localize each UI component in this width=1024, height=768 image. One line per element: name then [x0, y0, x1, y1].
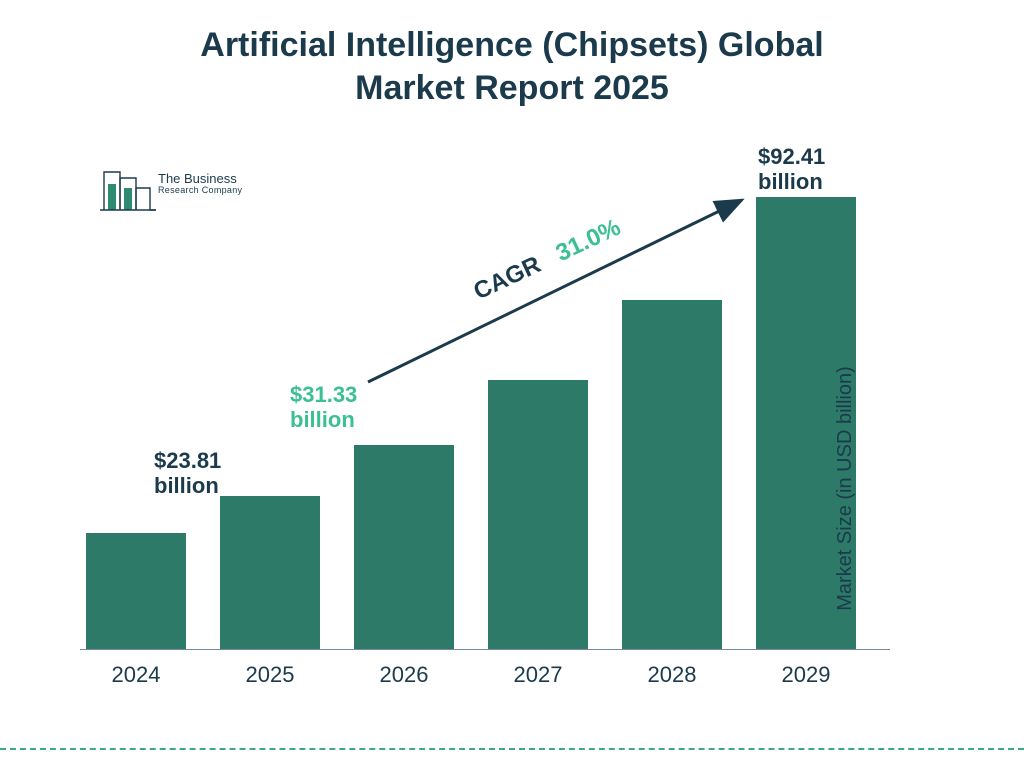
bar-2028: [622, 300, 722, 650]
x-label-2029: 2029: [739, 662, 873, 688]
bar-2026: [354, 445, 454, 650]
bottom-separator: [0, 748, 1024, 750]
page: Artificial Intelligence (Chipsets) Globa…: [0, 0, 1024, 768]
x-label-2025: 2025: [203, 662, 337, 688]
title-line1: Artificial Intelligence (Chipsets) Globa…: [200, 26, 823, 64]
value-label-2: $92.41 billion: [758, 144, 890, 195]
title-line2: Market Report 2025: [0, 67, 1024, 110]
bar-2024: [86, 533, 186, 650]
chart-title: Artificial Intelligence (Chipsets) Globa…: [0, 24, 1024, 109]
bar-2025: [220, 496, 320, 650]
value-label-1: $31.33billion: [290, 382, 357, 433]
x-axis-baseline: [80, 649, 890, 650]
x-label-2027: 2027: [471, 662, 605, 688]
y-axis-label: Market Size (in USD billion): [834, 366, 857, 611]
x-label-2026: 2026: [337, 662, 471, 688]
bar-2027: [488, 380, 588, 650]
x-label-2028: 2028: [605, 662, 739, 688]
bar-chart: CAGR 31.0% $23.81billion$31.33billion$92…: [80, 140, 940, 700]
x-label-2024: 2024: [69, 662, 203, 688]
plot-area: CAGR 31.0% $23.81billion$31.33billion$92…: [80, 160, 890, 650]
value-label-0: $23.81billion: [154, 448, 221, 499]
